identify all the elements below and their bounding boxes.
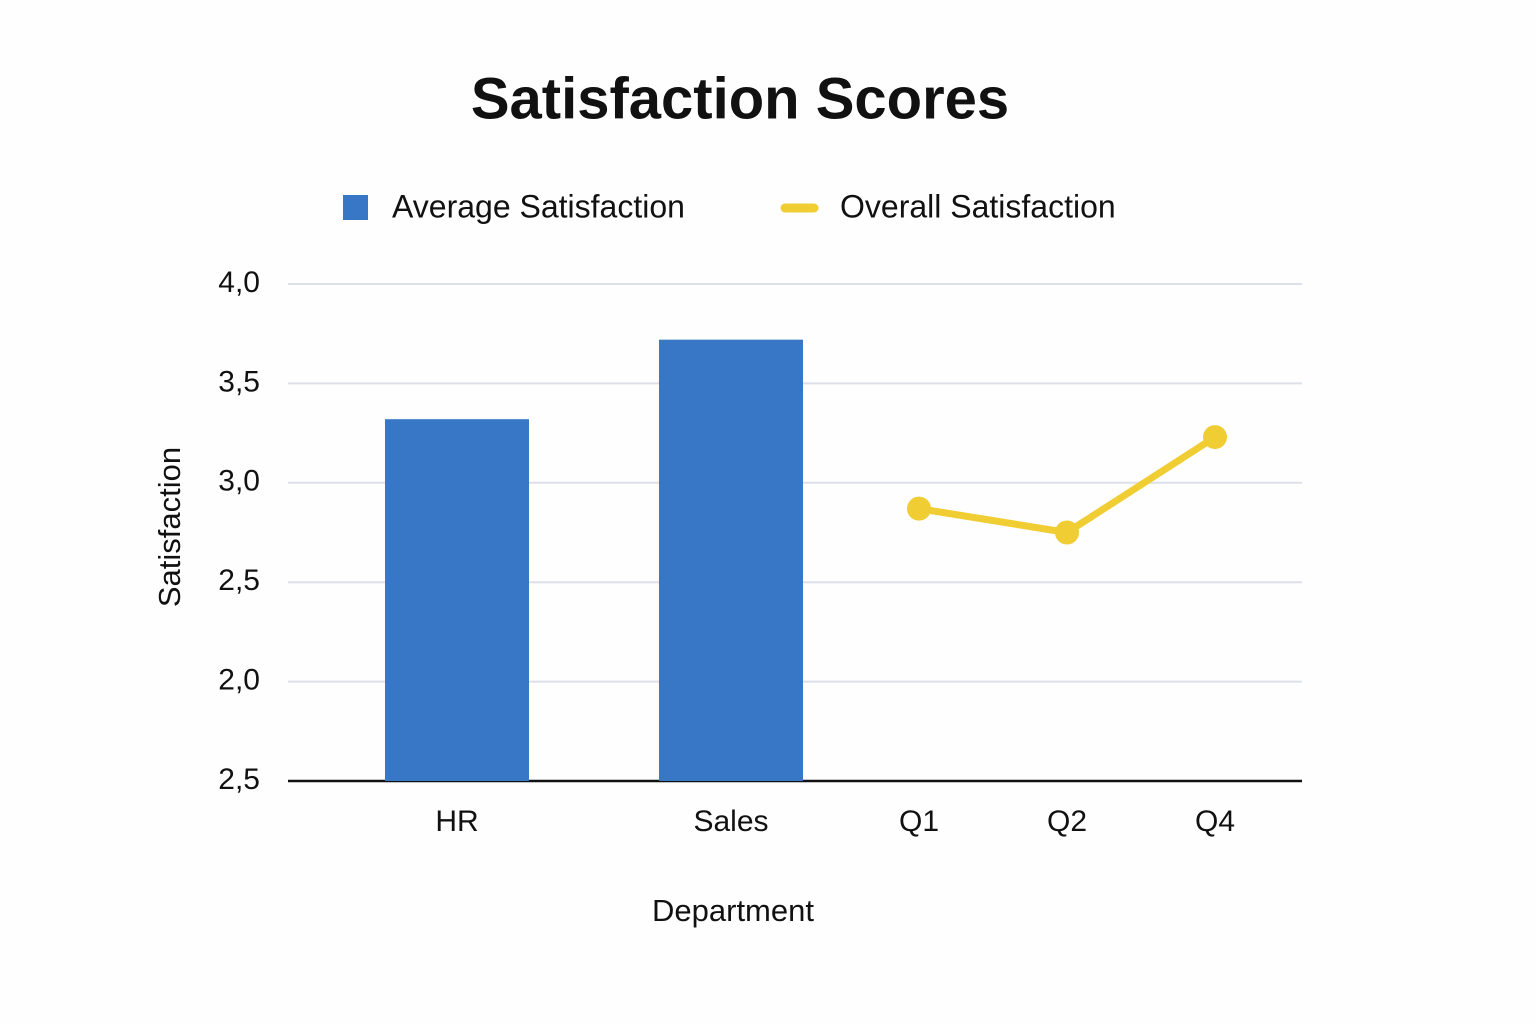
bar [659, 339, 803, 781]
bar [385, 419, 529, 781]
y-tick-label: 4,0 [218, 266, 260, 299]
legend-label: Average Satisfaction [392, 188, 685, 224]
x-axis-title: Department [652, 893, 814, 928]
point [1055, 520, 1079, 545]
x-tick-label: Sales [693, 805, 768, 838]
y-tick-label: 2,5 [218, 763, 260, 796]
legend-label: Overall Satisfaction [840, 188, 1116, 224]
y-tick-label: 3,0 [218, 465, 260, 498]
point [907, 496, 931, 521]
y-tick-label: 3,5 [218, 365, 260, 398]
legend-swatch [343, 195, 368, 220]
x-tick-label: Q2 [1047, 805, 1087, 838]
point [1203, 425, 1227, 450]
y-axis-title: Satisfaction [152, 447, 187, 607]
x-tick-label: Q4 [1195, 805, 1235, 838]
chart-title: Satisfaction Scores [471, 66, 1009, 131]
x-tick-label: HR [435, 805, 478, 838]
y-tick-label: 2,5 [218, 564, 260, 597]
line [918, 434, 1217, 536]
x-tick-label: Q1 [899, 805, 939, 838]
y-tick-label: 2,0 [218, 664, 260, 697]
